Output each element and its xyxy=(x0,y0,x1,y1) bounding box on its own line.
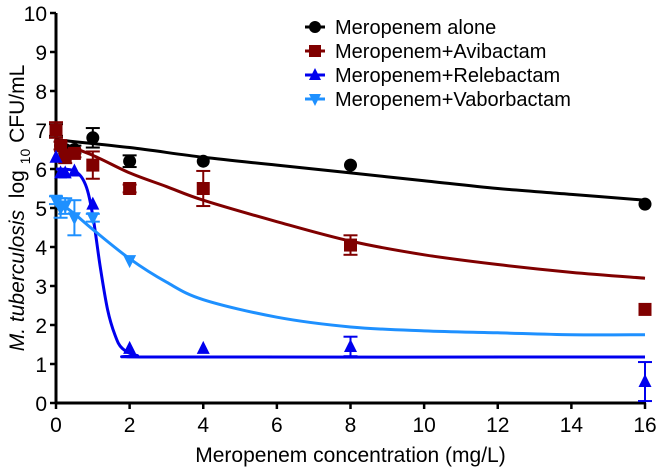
data-point xyxy=(123,154,137,168)
y-tick-label: 10 xyxy=(24,3,47,26)
x-tick-label: 16 xyxy=(633,414,656,437)
data-points xyxy=(49,121,652,403)
data-point xyxy=(58,165,72,179)
data-point xyxy=(123,255,137,269)
fit-curves xyxy=(55,138,646,359)
x-tick-label: 6 xyxy=(271,414,283,437)
data-point xyxy=(54,139,68,153)
y-ticks: 0 1 2 3 4 5 6 7 8 9 10 xyxy=(24,3,56,416)
data-point xyxy=(344,238,357,252)
data-point xyxy=(196,154,210,168)
legend-label: Meropenem+Vaborbactam xyxy=(335,89,571,111)
data-point xyxy=(196,182,210,195)
data-point xyxy=(123,340,137,354)
series-meropenem-alone xyxy=(49,123,652,211)
legend-marker xyxy=(309,21,321,33)
legend-label: Meropenem alone xyxy=(335,17,496,39)
y-tick-label: 7 xyxy=(35,120,47,143)
y-tick-label: 1 xyxy=(35,354,47,377)
y-tick-label: 8 xyxy=(35,81,47,104)
y-tick-label: 5 xyxy=(35,198,47,221)
data-point xyxy=(86,158,100,172)
data-point xyxy=(67,212,81,226)
data-point xyxy=(344,338,357,352)
y-tick-label: 6 xyxy=(35,159,47,182)
legend-label: Meropenem+Relebactam xyxy=(335,65,560,87)
y-tick-label: 9 xyxy=(35,42,47,65)
data-point xyxy=(123,182,137,195)
data-point xyxy=(49,123,63,137)
legend-marker xyxy=(309,45,321,57)
fit-curve-meropenem-relebactam xyxy=(55,167,646,359)
x-tick-label: 14 xyxy=(560,414,584,437)
legend-marker xyxy=(309,94,321,106)
x-tick-label: 2 xyxy=(124,414,136,437)
series-meropenem-avibactam xyxy=(49,121,652,316)
x-tick-label: 0 xyxy=(50,414,62,437)
x-tick-label: 12 xyxy=(486,414,509,437)
x-axis-title: Meropenem concentration (mg/L) xyxy=(195,444,505,467)
data-point xyxy=(86,212,100,226)
series-meropenem-relebactam xyxy=(49,149,652,403)
data-point xyxy=(638,197,652,211)
y-axis-title: M. tuberculosis log 10 CFU/mL xyxy=(6,65,35,352)
legend-label: Meropenem+Avibactam xyxy=(335,41,546,63)
data-point xyxy=(86,131,100,145)
series-meropenem-vaborbactam xyxy=(49,194,137,269)
x-ticks: 0 2 4 6 8 10 12 14 16 xyxy=(50,403,657,437)
y-tick-label: 4 xyxy=(35,237,47,260)
fit-curve-meropenem-avibactam xyxy=(55,140,646,280)
y-axis-title-sub: 10 xyxy=(17,149,33,165)
legend: Meropenem aloneMeropenem+AvibactamMerope… xyxy=(305,17,571,111)
legend-marker xyxy=(309,68,321,80)
y-axis-title-italic: M. tuberculosis xyxy=(6,210,29,352)
x-tick-label: 10 xyxy=(412,414,435,437)
fit-curve-meropenem-vaborbactam xyxy=(55,198,646,337)
data-point xyxy=(49,149,63,163)
data-point xyxy=(86,196,100,210)
data-point xyxy=(67,163,81,177)
y-tick-label: 3 xyxy=(35,276,47,299)
data-point xyxy=(638,302,652,316)
data-point xyxy=(58,200,72,214)
data-point xyxy=(67,146,81,160)
data-point xyxy=(196,340,210,354)
y-axis-title-rest: CFU/mL xyxy=(6,65,29,143)
fit-curve-meropenem-alone xyxy=(55,138,646,202)
y-tick-label: 0 xyxy=(35,393,47,416)
y-tick-label: 2 xyxy=(35,315,47,338)
data-point xyxy=(344,158,357,172)
y-axis-title-log: log xyxy=(6,170,29,198)
x-tick-label: 8 xyxy=(345,414,357,437)
data-point xyxy=(638,374,652,388)
x-tick-label: 4 xyxy=(197,414,209,437)
